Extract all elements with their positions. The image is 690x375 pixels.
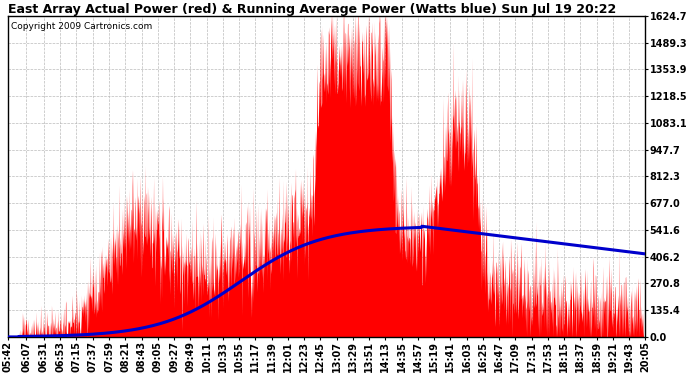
Text: East Array Actual Power (red) & Running Average Power (Watts blue) Sun Jul 19 20: East Array Actual Power (red) & Running …: [8, 3, 616, 16]
Text: Copyright 2009 Cartronics.com: Copyright 2009 Cartronics.com: [11, 22, 152, 31]
